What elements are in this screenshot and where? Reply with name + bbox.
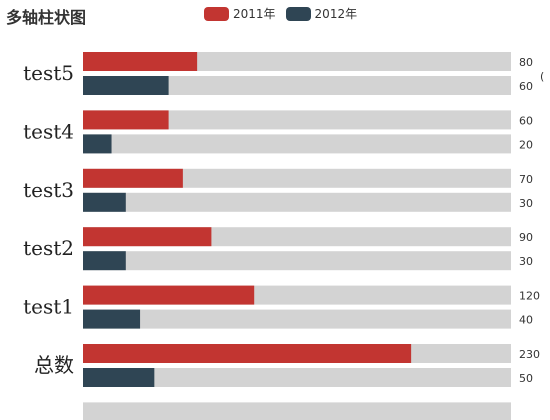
legend-item-2011[interactable]: 2011年 [204, 5, 276, 22]
bar-2012 [83, 76, 169, 95]
chart-title: 多轴柱状图 [6, 8, 87, 27]
bar-2012 [83, 368, 155, 387]
bar-background [83, 134, 511, 154]
bar-2012 [83, 251, 126, 271]
value-label: 60 [519, 80, 533, 93]
category-label: test1 [23, 295, 74, 319]
legend-swatch-2012 [285, 6, 311, 21]
value-label: 70 [519, 173, 533, 186]
category-label: test2 [23, 236, 74, 260]
category-label: 总数 [34, 353, 74, 377]
bar-background [83, 192, 511, 212]
bar-2012 [83, 192, 126, 212]
legend-swatch-2011 [204, 6, 229, 21]
y-axis-name: ( [540, 70, 545, 83]
bar-background [83, 110, 511, 130]
bar-background [83, 168, 511, 188]
value-label: 20 [519, 138, 533, 151]
bar-2012 [83, 309, 141, 329]
value-label: 50 [519, 372, 533, 385]
bar-background [83, 251, 511, 271]
value-label: 230 [519, 348, 540, 361]
value-label: 90 [519, 231, 533, 244]
bar-2011 [83, 110, 169, 130]
bar-background [83, 402, 511, 420]
bar-2011 [83, 52, 198, 71]
value-label: 80 [519, 56, 533, 69]
value-label: 30 [519, 255, 533, 268]
legend-item-2012[interactable]: 2012年 [285, 5, 358, 22]
value-label: 40 [519, 314, 533, 327]
legend-label-2011: 2011年 [233, 7, 276, 21]
value-label: 30 [519, 197, 533, 210]
bar-2011 [83, 227, 212, 247]
bar-2011 [83, 168, 183, 188]
bar-background [83, 309, 511, 329]
bar-background [83, 76, 511, 95]
category-label: test3 [23, 178, 74, 202]
bar-2012 [83, 134, 112, 154]
value-label: 60 [519, 114, 533, 127]
value-label: 120 [519, 290, 540, 303]
category-label: test5 [23, 61, 74, 85]
bar-2011 [83, 285, 255, 305]
bar-background [83, 368, 511, 387]
legend: 2011年 2012年 [204, 5, 367, 22]
legend-label-2012: 2012年 [314, 7, 358, 21]
bar-2011 [83, 344, 412, 363]
category-label: test4 [23, 119, 74, 143]
